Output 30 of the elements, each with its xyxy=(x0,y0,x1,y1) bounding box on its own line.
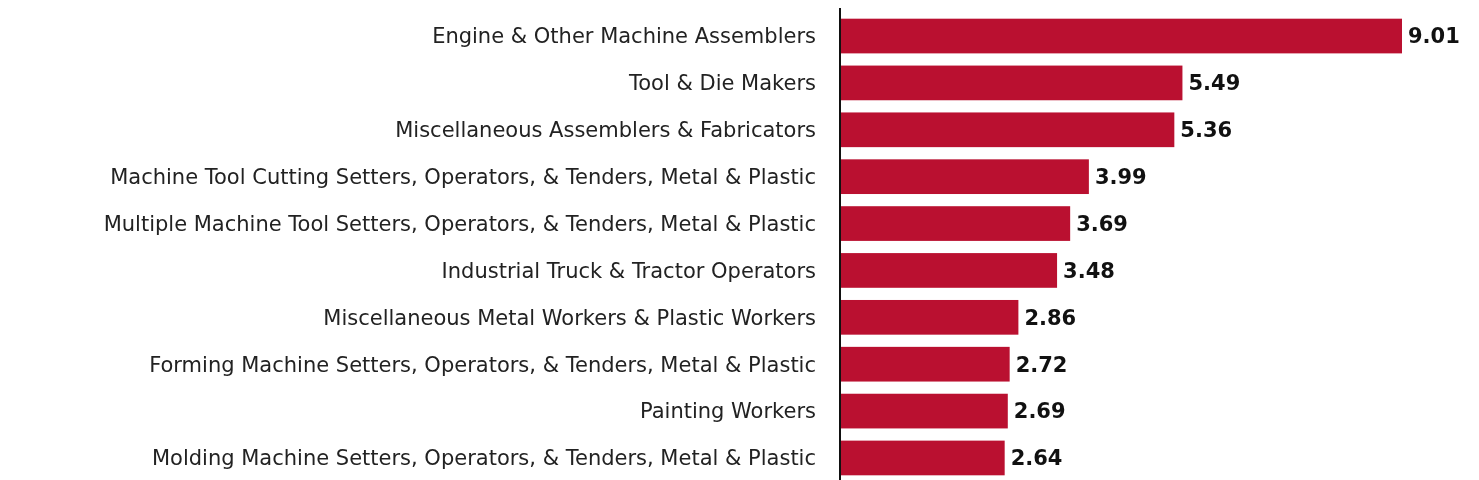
y-tick-label: Multiple Machine Tool Setters, Operators, & Tenders, Metal & Plastic xyxy=(103,211,816,236)
data-label: 2.86 xyxy=(1024,305,1077,330)
data-label: 5.49 xyxy=(1188,71,1241,96)
bar xyxy=(840,18,1402,54)
bar xyxy=(840,253,1058,288)
y-tick-label: Molding Machine Setters, Operators, & Tenders, Metal & Plastic xyxy=(151,446,816,471)
bar xyxy=(840,299,1019,335)
data-label: 3.48 xyxy=(1063,258,1115,283)
y-tick-label: Tool & Die Makers xyxy=(627,71,816,96)
bar xyxy=(840,393,1008,429)
y-tick-label: Miscellaneous Assemblers & Fabricators xyxy=(395,118,816,143)
data-label: 3.69 xyxy=(1076,211,1128,236)
y-tick-label: Painting Workers xyxy=(639,399,816,424)
data-label: 3.99 xyxy=(1094,165,1147,190)
bar xyxy=(840,440,1005,476)
data-label: 2.69 xyxy=(1013,399,1066,424)
bar xyxy=(840,112,1175,148)
y-tick-label: Engine & Other Machine Assemblers xyxy=(432,24,816,49)
data-label: 2.64 xyxy=(1010,446,1063,471)
data-label: 2.72 xyxy=(1015,352,1068,377)
data-label: 5.36 xyxy=(1180,118,1233,143)
y-tick-label: Machine Tool Cutting Setters, Operators, & Tenders, Metal & Plastic xyxy=(110,165,816,190)
y-tick-label: Miscellaneous Metal Workers & Plastic Workers xyxy=(323,305,816,330)
y-tick-label: Industrial Truck & Tractor Operators xyxy=(441,258,816,283)
bar xyxy=(840,65,1183,101)
data-label: 9.01 xyxy=(1408,24,1460,49)
bar xyxy=(840,206,1071,241)
y-tick-label: Forming Machine Setters, Operators, & Tenders, Metal & Plastic xyxy=(149,352,816,377)
bar xyxy=(840,159,1089,195)
bar xyxy=(840,346,1010,382)
